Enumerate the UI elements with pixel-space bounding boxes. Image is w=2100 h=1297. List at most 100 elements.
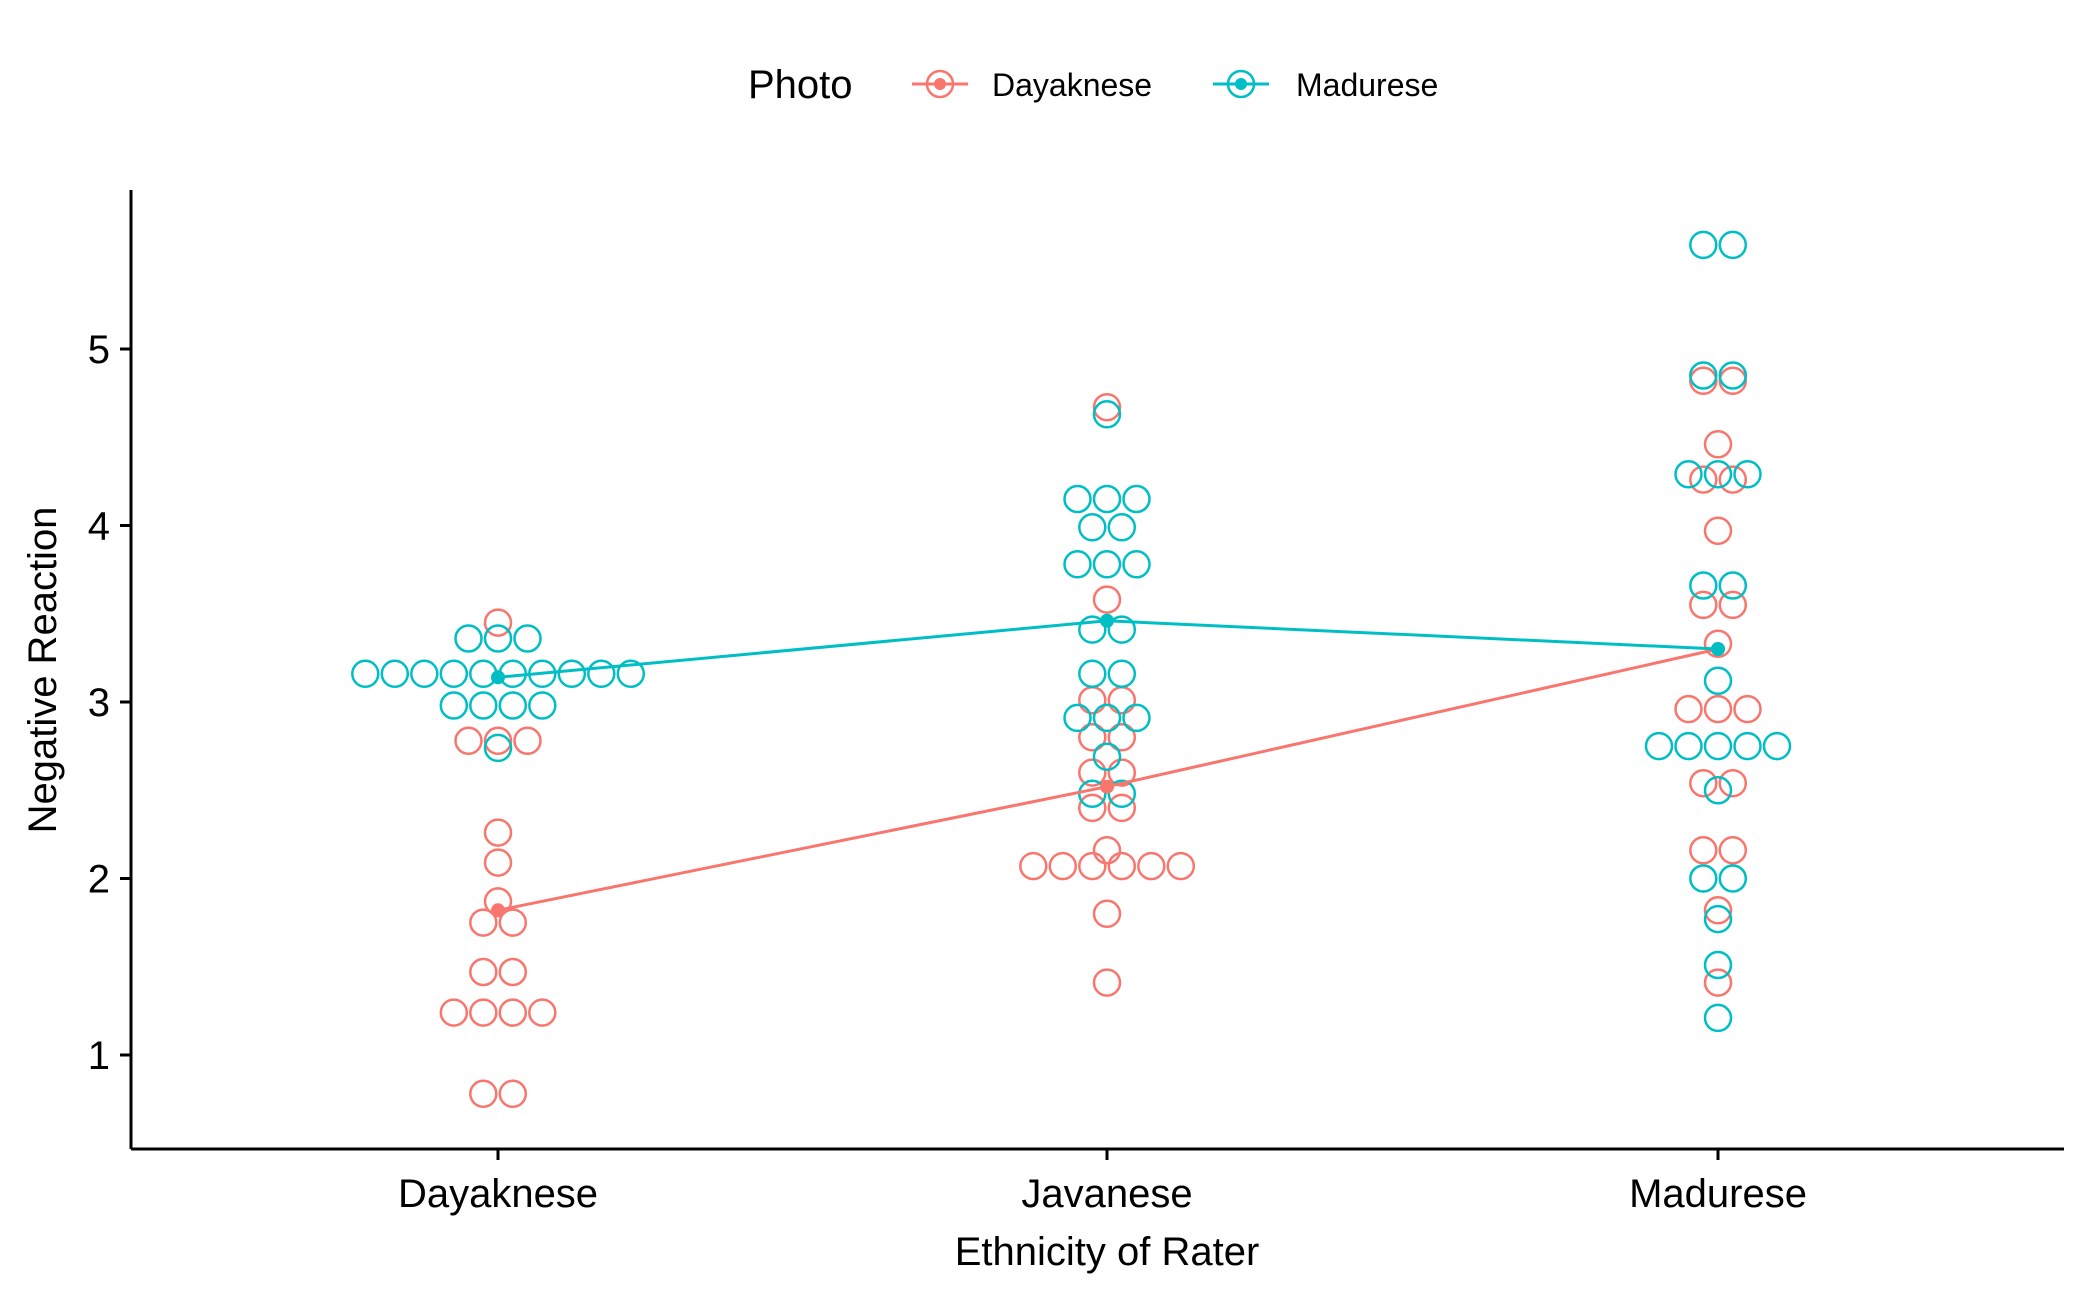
- data-point-dayaknese: [1703, 968, 1733, 997]
- data-point-dayaknese: [1703, 896, 1733, 925]
- data-point-dayaknese: [483, 818, 513, 847]
- data-point-dayaknese: [1718, 465, 1748, 494]
- y-ticks: 1 2 3 4 5: [88, 328, 131, 1078]
- data-point-dayaknese: [498, 1079, 528, 1109]
- data-point-dayaknese: [1689, 590, 1718, 620]
- data-point-dayaknese: [1078, 758, 1107, 787]
- data-point-madurese: [1092, 550, 1122, 579]
- data-point-madurese: [1644, 731, 1674, 761]
- data-point-dayaknese: [1703, 516, 1733, 546]
- data-point-dayaknese: [1703, 694, 1733, 724]
- data-point-dayaknese: [1107, 758, 1137, 787]
- data-point-madurese: [1122, 484, 1151, 514]
- data-point-dayaknese: [1674, 694, 1703, 724]
- y-tick-label: 4: [88, 505, 110, 549]
- data-point-madurese: [1689, 230, 1718, 260]
- data-point-dayaknese: [469, 1079, 498, 1109]
- data-point-dayaknese: [1092, 392, 1122, 422]
- data-point-madurese: [1107, 513, 1137, 542]
- data-point-dayaknese: [1092, 899, 1122, 929]
- legend-label-dayaknese: Dayaknese: [992, 67, 1152, 103]
- data-point-dayaknese: [469, 908, 498, 937]
- mean-point-dayaknese: [1100, 779, 1114, 794]
- x-axis-title: Ethnicity of Rater: [955, 1230, 1260, 1274]
- data-point-dayaknese: [1718, 366, 1748, 396]
- data-point-madurese: [1078, 659, 1107, 689]
- axes: [129, 190, 2064, 1151]
- data-point-madurese: [587, 659, 616, 689]
- x-tick-label: Javanese: [1021, 1172, 1192, 1216]
- data-point-dayaknese: [1078, 685, 1107, 715]
- data-point-madurese: [557, 659, 587, 689]
- data-point-madurese: [1674, 460, 1703, 489]
- data-point-madurese: [1689, 361, 1718, 390]
- data-point-madurese: [1063, 550, 1092, 579]
- y-tick-label: 2: [88, 858, 110, 902]
- data-point-dayaknese: [498, 998, 528, 1027]
- data-point-madurese: [1733, 731, 1762, 761]
- data-point-dayaknese: [469, 998, 498, 1027]
- data-point-madurese: [1733, 460, 1762, 489]
- data-point-dayaknese: [1703, 629, 1733, 659]
- data-point-madurese: [483, 733, 513, 763]
- data-point-dayaknese: [1166, 851, 1196, 881]
- x-ticks: Dayaknese Javanese Madurese: [398, 1149, 1807, 1216]
- data-point-dayaknese: [513, 726, 542, 756]
- data-point-dayaknese: [483, 848, 513, 877]
- data-point-dayaknese: [498, 957, 528, 987]
- data-point-madurese: [469, 691, 498, 720]
- data-point-madurese: [528, 691, 557, 720]
- data-point-dayaknese: [1107, 793, 1137, 823]
- mean-line-dayaknese: [497, 647, 1719, 912]
- data-point-dayaknese: [1689, 366, 1718, 396]
- legend-label-madurese: Madurese: [1296, 67, 1438, 103]
- data-point-madurese: [1703, 776, 1733, 805]
- data-point-madurese: [454, 624, 483, 653]
- data-point-madurese: [1703, 950, 1733, 980]
- data-point-madurese: [1078, 615, 1107, 644]
- legend-key-dayaknese: [912, 69, 968, 99]
- mean-point-dayaknese: [491, 903, 505, 918]
- data-point-dayaknese: [483, 726, 513, 756]
- data-point-madurese: [351, 659, 380, 689]
- data-point-madurese: [1703, 731, 1733, 761]
- data-point-dayaknese: [1092, 968, 1122, 997]
- data-point-madurese: [1703, 460, 1733, 489]
- data-point-madurese: [1107, 659, 1137, 689]
- data-point-dayaknese: [1733, 694, 1762, 724]
- data-point-madurese: [513, 624, 542, 653]
- data-point-madurese: [616, 659, 646, 689]
- data-point-dayaknese: [1107, 723, 1137, 752]
- mean-lines: [491, 613, 1725, 918]
- data-point-madurese: [483, 624, 513, 653]
- mean-point-madurese: [491, 670, 505, 685]
- data-point-madurese: [1122, 703, 1151, 733]
- data-point-madurese: [1718, 230, 1748, 260]
- legend-key-madurese: [1213, 69, 1269, 99]
- data-point-madurese: [1689, 864, 1718, 893]
- x-tick-label: Dayaknese: [398, 1172, 598, 1216]
- data-point-dayaknese: [1078, 793, 1107, 823]
- data-point-madurese: [1689, 571, 1718, 600]
- data-point-madurese: [410, 659, 439, 689]
- data-point-dayaknese: [1092, 585, 1122, 614]
- data-point-dayaknese: [439, 998, 469, 1027]
- data-point-madurese: [1092, 703, 1122, 733]
- data-point-madurese: [1122, 550, 1151, 579]
- y-tick-label: 5: [88, 328, 110, 372]
- data-point-dayaknese: [1689, 768, 1718, 798]
- data-point-madurese: [1092, 742, 1122, 771]
- data-point-dayaknese: [483, 608, 513, 637]
- x-tick-label: Madurese: [1629, 1172, 1807, 1216]
- data-point-madurese: [1718, 361, 1748, 390]
- data-point-dayaknese: [498, 908, 528, 937]
- data-point-madurese: [1092, 484, 1122, 514]
- data-point-dayaknese: [1718, 768, 1748, 798]
- data-point-madurese: [439, 691, 469, 720]
- data-point-dayaknese: [1107, 851, 1137, 881]
- y-tick-label: 3: [88, 681, 110, 725]
- data-point-madurese: [1078, 513, 1107, 542]
- data-point-dayaknese: [1137, 851, 1166, 881]
- data-point-madurese: [1718, 864, 1748, 893]
